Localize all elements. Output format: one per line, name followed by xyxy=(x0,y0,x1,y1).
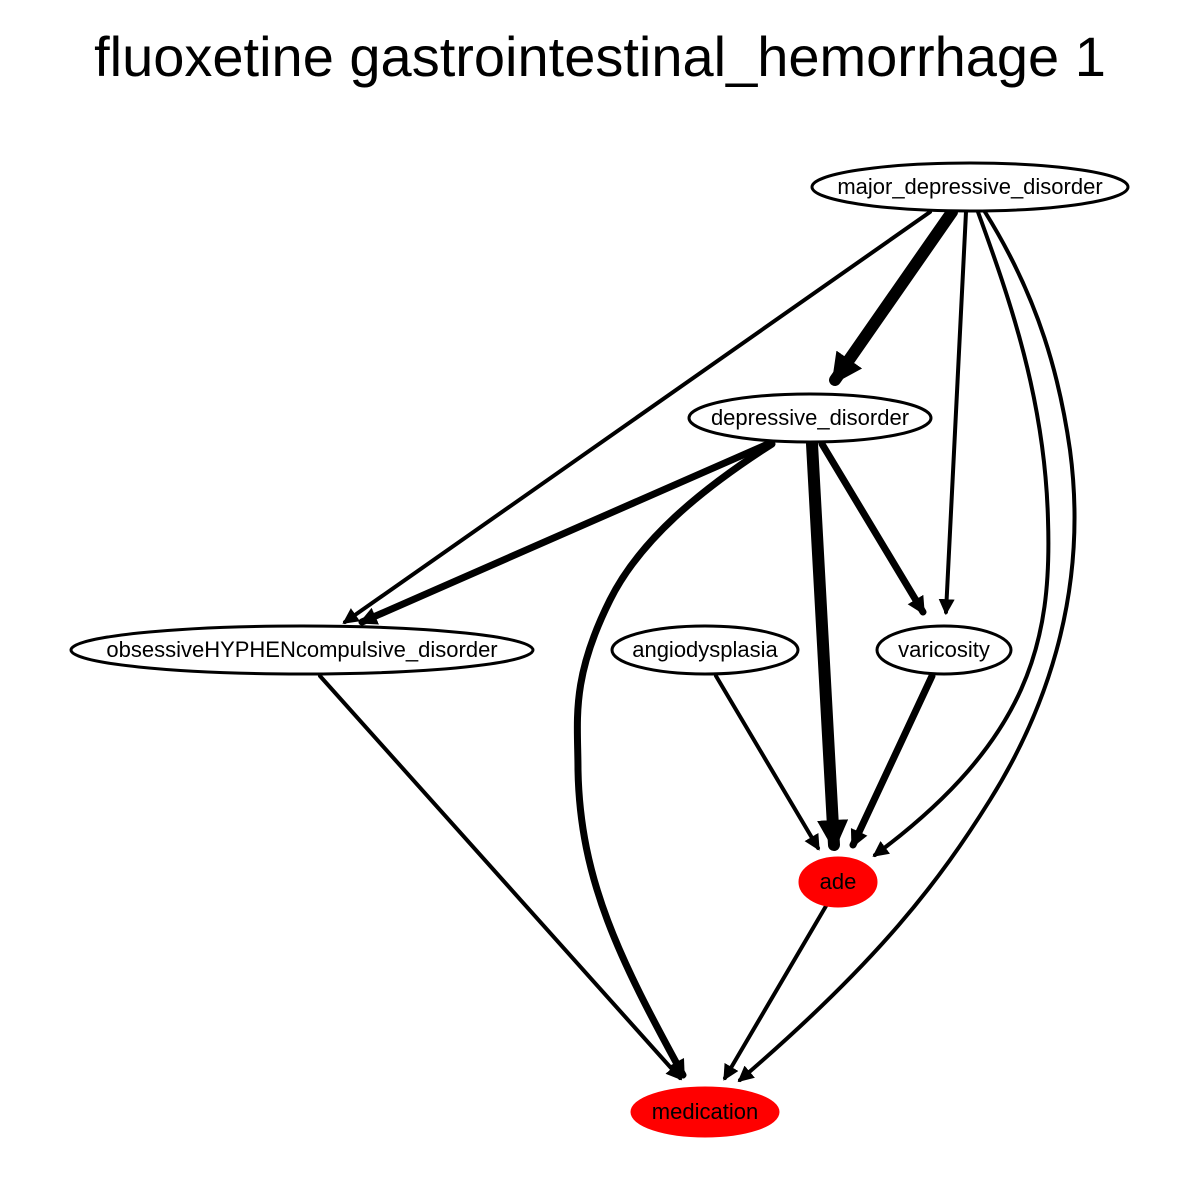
edge-ade-med xyxy=(723,904,828,1081)
node-med-label: medication xyxy=(652,1099,758,1124)
node-angio-shape xyxy=(610,624,800,676)
node-varic: varicosity xyxy=(875,624,1013,676)
edge-varic-ade xyxy=(849,672,936,849)
node-ocd-label: obsessiveHYPHENcompulsive_disorder xyxy=(106,637,497,662)
nodes-layer: major_depressive_disorder depressive_diso… xyxy=(69,161,1130,1138)
edge-mdd-dd xyxy=(829,206,958,386)
node-ocd: obsessiveHYPHENcompulsive_disorder xyxy=(69,624,535,676)
node-angio: angiodysplasia xyxy=(610,624,800,676)
edge-mdd-varic xyxy=(938,210,968,616)
node-dd: depressive_disorder xyxy=(687,392,933,444)
edges-layer xyxy=(318,206,1077,1083)
node-mdd-label: major_depressive_disorder xyxy=(837,174,1102,199)
node-ade: ade xyxy=(798,856,878,908)
node-angio-label: angiodysplasia xyxy=(632,637,778,662)
edge-dd-med xyxy=(573,440,776,1079)
node-med-shape xyxy=(630,1086,780,1138)
node-ade-label: ade xyxy=(820,869,857,894)
node-mdd: major_depressive_disorder xyxy=(810,161,1130,213)
edge-dd-varic xyxy=(818,440,927,616)
edge-dd-ocd xyxy=(358,440,772,626)
edge-mdd-med xyxy=(737,210,1077,1083)
node-med: medication xyxy=(630,1086,780,1138)
node-dd-shape xyxy=(687,392,933,444)
node-mdd-shape xyxy=(810,161,1130,213)
node-varic-label: varicosity xyxy=(898,637,990,662)
edge-ocd-med xyxy=(318,674,683,1081)
diagram-title: fluoxetine gastrointestinal_hemorrhage 1 xyxy=(94,25,1106,88)
node-varic-shape xyxy=(875,624,1013,676)
node-ocd-shape xyxy=(69,624,535,676)
edge-dd-ade xyxy=(806,438,849,852)
edge-mdd-ade xyxy=(872,210,1051,857)
node-ade-shape xyxy=(798,856,878,908)
edge-angio-ade xyxy=(714,674,820,851)
edge-mdd-ocd xyxy=(342,210,932,624)
node-dd-label: depressive_disorder xyxy=(711,405,909,430)
